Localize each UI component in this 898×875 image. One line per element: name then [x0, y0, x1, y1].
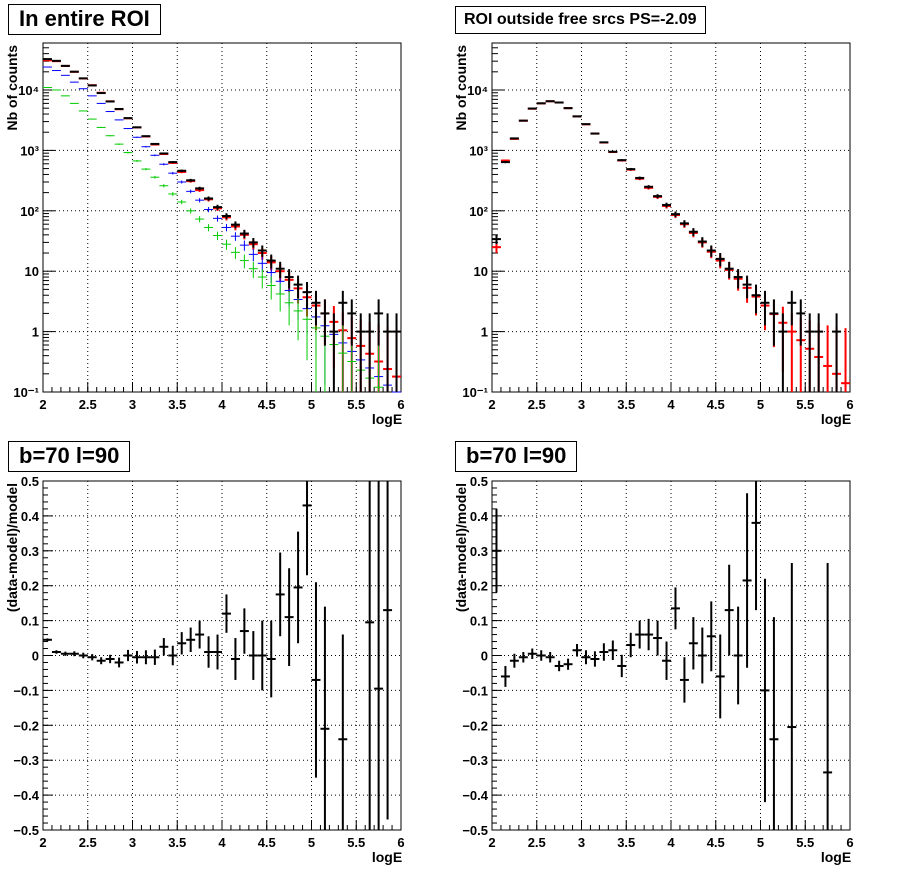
- x-tick-label: 5: [308, 835, 315, 850]
- panel-top-left: 2 2.5 3 3.5 4 4.5 5 5.5 6 10⁻¹ 1 10 10² 10³ 10⁴ logE Nb …: [4, 42, 405, 427]
- y-tick-label: 0.5: [21, 474, 39, 489]
- x-tick-label: 2.5: [528, 397, 546, 412]
- y-tick-label: 0.3: [21, 544, 39, 559]
- y-axis-label: Nb of counts: [453, 45, 469, 131]
- x-tick-label: 4: [218, 835, 226, 850]
- x-tick-label: 3.5: [168, 835, 186, 850]
- x-tick-label: 3: [129, 397, 136, 412]
- x-tick-label: 6: [846, 397, 853, 412]
- x-tick-label: 6: [846, 835, 853, 850]
- y-tick-label: 10²: [469, 204, 488, 219]
- y-tick-label: 10⁴: [18, 83, 39, 98]
- x-axis-label: logE: [372, 411, 402, 427]
- x-tick-label: 2.5: [528, 835, 546, 850]
- x-tick-label: 5.5: [796, 397, 814, 412]
- plot-frame: [42, 480, 402, 831]
- y-tick-label: 10⁻¹: [462, 385, 488, 400]
- y-tick-label: 0.1: [21, 614, 39, 629]
- y-tick-label: 10: [474, 264, 488, 279]
- x-tick-label: 4.5: [707, 835, 725, 850]
- x-tick-label: 3.5: [617, 397, 635, 412]
- y-tick-label: 0.4: [21, 509, 40, 524]
- x-tick-label: 3: [578, 835, 585, 850]
- plot-frame: [491, 42, 851, 393]
- panel-bottom-left: 2 2.5 3 3.5 4 4.5 5 5.5 6 −0.5 −0.4 −0.3 −0.2 −0.1 0 0.…: [4, 474, 405, 865]
- plot-frame: [42, 42, 402, 393]
- panel-title-top-left: In entire ROI: [8, 4, 161, 35]
- x-axis-label: logE: [821, 411, 851, 427]
- panel-title-bottom-left: b=70 l=90: [8, 441, 131, 472]
- y-tick-label: −0.5: [13, 823, 39, 838]
- y-tick-label: −0.5: [462, 823, 488, 838]
- y-tick-label: −0.2: [13, 718, 39, 733]
- x-axis-label: logE: [372, 849, 402, 865]
- x-tick-label: 4.5: [258, 397, 276, 412]
- panel-title-top-right: ROI outside free srcs PS=-2.09: [455, 6, 706, 34]
- x-tick-label: 3.5: [168, 397, 186, 412]
- x-tick-label: 2: [39, 835, 46, 850]
- x-tick-label: 3: [578, 397, 585, 412]
- data-series: [43, 481, 393, 830]
- y-tick-label: 10: [25, 264, 39, 279]
- y-axis-label: (data-model)/model: [453, 483, 469, 612]
- x-tick-label: 6: [397, 397, 404, 412]
- panel-title-bottom-right: b=70 l=90: [455, 441, 578, 472]
- panel-top-right: 2 2.5 3 3.5 4 4.5 5 5.5 6 10⁻¹ 1 10 10² 10³ 10⁴ logE Nb …: [453, 42, 854, 427]
- y-tick-label: −0.1: [13, 683, 39, 698]
- x-tick-label: 2.5: [79, 835, 97, 850]
- x-tick-label: 4: [667, 397, 675, 412]
- y-axis-label: Nb of counts: [4, 45, 20, 131]
- y-tick-label: 0.2: [470, 579, 488, 594]
- y-tick-label: 10⁴: [467, 83, 488, 98]
- data-series: [492, 481, 833, 830]
- data-series: [43, 58, 401, 392]
- y-tick-label: 1: [32, 325, 39, 340]
- x-tick-label: 5: [757, 835, 764, 850]
- y-tick-label: 0.1: [470, 614, 488, 629]
- y-tick-label: 0.5: [470, 474, 488, 489]
- y-axis-label: (data-model)/model: [4, 483, 20, 612]
- data-series: [43, 87, 384, 392]
- y-tick-label: −0.4: [13, 788, 39, 803]
- x-axis-label: logE: [821, 849, 851, 865]
- x-tick-label: 5.5: [347, 835, 365, 850]
- data-series: [492, 100, 842, 392]
- x-tick-label: 2: [488, 397, 495, 412]
- y-tick-label: 0: [481, 649, 488, 664]
- y-tick-label: 10⁻¹: [13, 385, 39, 400]
- y-tick-label: 10³: [469, 143, 488, 158]
- x-tick-label: 2: [39, 397, 46, 412]
- y-tick-label: −0.3: [13, 753, 39, 768]
- plot-frame: [491, 480, 851, 831]
- x-tick-label: 5.5: [347, 397, 365, 412]
- y-tick-label: 0.4: [470, 509, 489, 524]
- x-tick-label: 3.5: [617, 835, 635, 850]
- y-tick-label: 0.2: [21, 579, 39, 594]
- data-series: [43, 59, 401, 392]
- y-tick-label: 0.3: [470, 544, 488, 559]
- y-tick-label: 1: [481, 325, 488, 340]
- x-tick-label: 6: [397, 835, 404, 850]
- x-tick-label: 5: [308, 397, 315, 412]
- x-tick-label: 5: [757, 397, 764, 412]
- x-tick-label: 5.5: [796, 835, 814, 850]
- x-tick-label: 3: [129, 835, 136, 850]
- panel-bottom-right: 2 2.5 3 3.5 4 4.5 5 5.5 6 −0.5 −0.4 −0.3 −0.2 −0.1 0 0.…: [453, 474, 854, 865]
- data-series: [492, 100, 850, 392]
- x-tick-label: 4: [218, 397, 226, 412]
- x-tick-label: 4.5: [258, 835, 276, 850]
- y-tick-label: −0.4: [462, 788, 488, 803]
- y-tick-label: 10²: [20, 204, 39, 219]
- y-tick-label: 10³: [20, 143, 39, 158]
- y-tick-label: −0.3: [462, 753, 488, 768]
- y-tick-label: 0: [32, 649, 39, 664]
- y-tick-label: −0.2: [462, 718, 488, 733]
- y-tick-label: −0.1: [462, 683, 488, 698]
- x-tick-label: 4.5: [707, 397, 725, 412]
- x-tick-label: 4: [667, 835, 675, 850]
- x-tick-label: 2.5: [79, 397, 97, 412]
- x-tick-label: 2: [488, 835, 495, 850]
